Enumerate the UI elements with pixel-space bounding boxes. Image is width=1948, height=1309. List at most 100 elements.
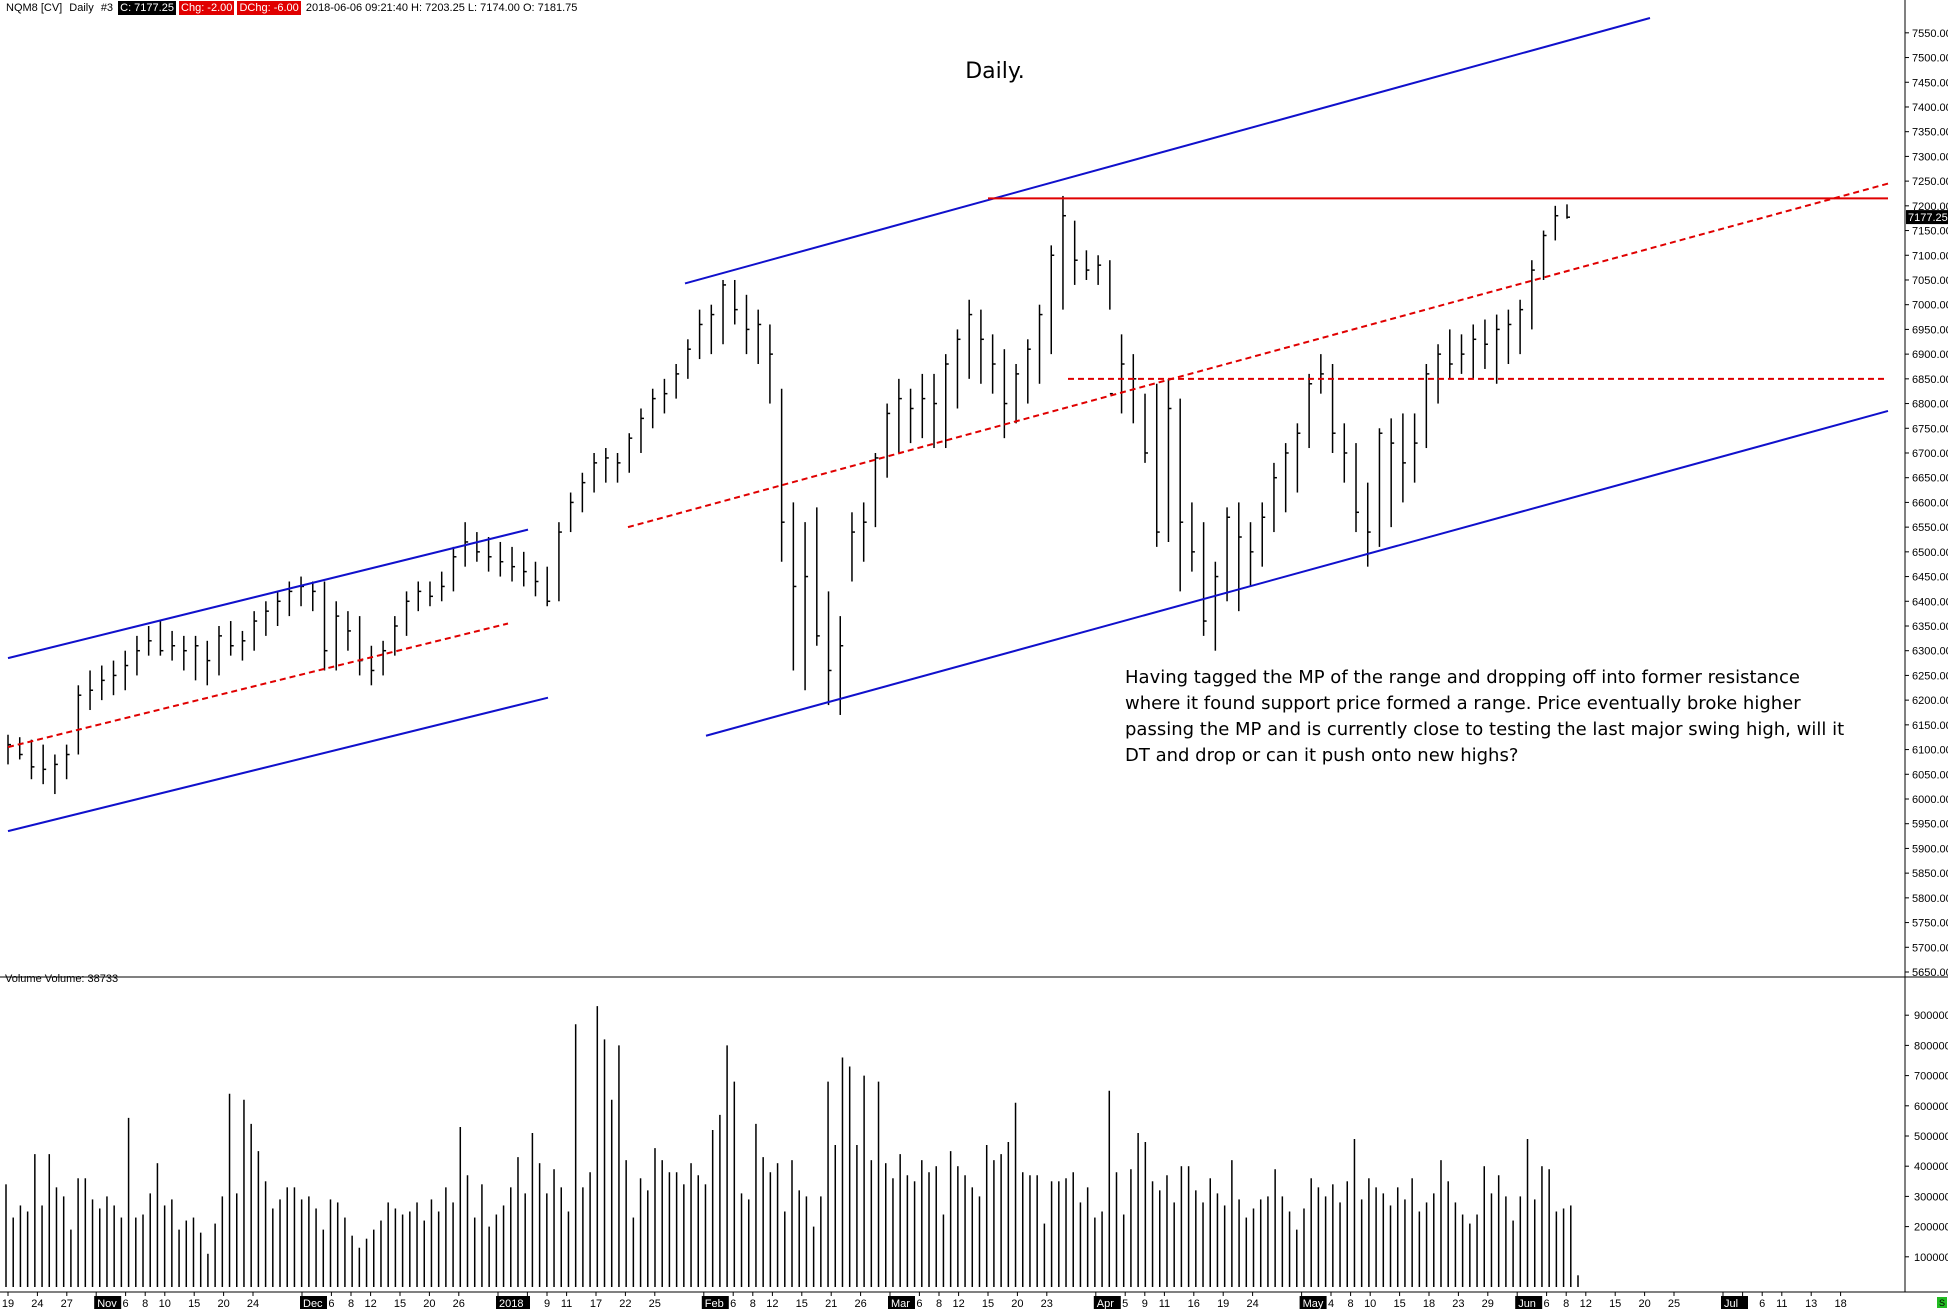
price-bar <box>1519 299 1524 355</box>
annotation-line: DT and drop or can it push onto new high… <box>1125 745 1518 766</box>
price-axis-label: 6300.00 <box>1912 646 1948 658</box>
price-bar <box>101 665 105 701</box>
price-axis-label: 7250.00 <box>1912 176 1948 188</box>
date-axis-label: Jun <box>1518 1298 1536 1309</box>
date-axis-label: 13 <box>1805 1298 1817 1309</box>
price-bar <box>956 329 961 409</box>
date-axis-label: 19 <box>2 1298 14 1309</box>
date-axis-label: 15 <box>1393 1298 1405 1309</box>
price-axis-label: 7550.00 <box>1912 28 1948 40</box>
price-axis-label: 6150.00 <box>1912 720 1948 732</box>
price-axis-label: 7500.00 <box>1912 53 1948 65</box>
price-axis-label: 7300.00 <box>1912 151 1948 163</box>
chart-header: NQM8 [CV] Daily #3 C: 7177.25 Chg: -2.00… <box>4 1 579 15</box>
price-bar <box>651 388 656 429</box>
date-axis-label: 25 <box>1668 1298 1680 1309</box>
price-bar <box>1038 304 1043 384</box>
date-axis-label: 11 <box>1159 1298 1170 1309</box>
left-lower-channel-line <box>7 696 549 833</box>
date-axis-month-box <box>300 1296 327 1309</box>
date-axis: 19 24 27 Nov 6 8 10 15 20 24 Dec 6 8 12 15 20 26 2018 5 9 11… <box>2 1292 1947 1309</box>
price-bar <box>1460 334 1465 374</box>
price-bar <box>77 685 82 755</box>
price-bar <box>183 635 187 671</box>
price-axis-label: 5850.00 <box>1912 868 1948 880</box>
price-bar <box>1531 260 1535 330</box>
price-bar <box>276 591 281 626</box>
price-axis-label: 6200.00 <box>1912 695 1948 707</box>
price-bar <box>909 388 914 444</box>
date-axis-month-box <box>888 1296 915 1309</box>
price-axis-label: 6250.00 <box>1912 670 1948 682</box>
price-bar <box>171 630 176 661</box>
date-axis-month-box <box>496 1296 530 1309</box>
price-axis-label: 7050.00 <box>1912 275 1948 287</box>
date-axis-label: Mar <box>891 1298 910 1309</box>
price-bar <box>288 581 293 617</box>
price-bar <box>1120 334 1125 414</box>
date-axis-label: 26 <box>453 1298 465 1309</box>
volume-axis-label: 600000 <box>1914 1101 1948 1113</box>
date-axis-label: 12 <box>766 1298 778 1309</box>
price-bar <box>898 378 902 453</box>
price-bar <box>124 650 129 691</box>
price-bar <box>1308 373 1313 449</box>
date-axis-label: 18 <box>1423 1298 1435 1309</box>
date-axis-label: 6 <box>328 1298 334 1309</box>
volume-panel-title: Volume Volume: 38733 <box>5 973 118 985</box>
date-axis-month-box <box>94 1296 122 1309</box>
price-bar <box>476 532 480 562</box>
volume-axis-label: 500000 <box>1914 1131 1948 1143</box>
price-bar <box>780 388 785 562</box>
price-bar <box>1331 364 1336 453</box>
date-axis-label: 8 <box>936 1298 942 1309</box>
volume-axis-label: 900000 <box>1914 1010 1948 1022</box>
date-axis-label: 6 <box>730 1298 736 1309</box>
date-axis-label: 20 <box>1638 1298 1650 1309</box>
price-bar <box>206 640 211 686</box>
price-bar <box>734 279 738 325</box>
price-bar <box>1437 344 1442 404</box>
date-axis-label: 8 <box>142 1298 148 1309</box>
price-axis-label: 6450.00 <box>1912 572 1948 584</box>
price-bar <box>1226 507 1231 602</box>
daily-change-value-box: DChg: -6.00 <box>237 1 301 15</box>
volume-axis-label: 100000 <box>1914 1252 1948 1264</box>
date-axis-label: 10 <box>159 1298 171 1309</box>
price-bar <box>816 507 820 646</box>
status-indicator-label: S <box>1939 1298 1945 1308</box>
price-bar <box>1449 329 1453 379</box>
date-axis-label: 6 <box>123 1298 129 1309</box>
price-bar <box>429 581 433 607</box>
status-indicator <box>1937 1297 1947 1308</box>
last-price-tag <box>1906 210 1948 225</box>
date-axis-label: 19 <box>1217 1298 1229 1309</box>
price-bar <box>581 472 586 513</box>
price-bar <box>335 601 340 671</box>
price-bar <box>1355 443 1360 533</box>
annotation-line: where it found support price formed a ra… <box>1125 693 1801 714</box>
price-bar <box>1179 398 1184 592</box>
price-axis-label: 6850.00 <box>1912 374 1948 386</box>
price-axis-label: 6700.00 <box>1912 448 1948 460</box>
price-bar <box>1566 204 1570 219</box>
left-upper-channel-line <box>7 528 529 660</box>
annotation-line: Having tagged the MP of the range and dr… <box>1125 667 1800 688</box>
main-upper-channel-line <box>684 17 1651 285</box>
chart-title: Daily. <box>965 59 1025 84</box>
price-axis-label: 7400.00 <box>1912 102 1948 114</box>
price-bar <box>1249 522 1254 587</box>
price-bar <box>1167 378 1172 542</box>
price-axis-label: 6550.00 <box>1912 522 1948 534</box>
price-bar <box>933 373 938 449</box>
price-axis-label: 5800.00 <box>1912 893 1948 905</box>
close-value-box: C: 7177.25 <box>118 1 176 15</box>
date-axis-label: 21 <box>825 1298 837 1309</box>
date-axis-month-box <box>1299 1296 1327 1309</box>
price-bar <box>628 433 633 473</box>
price-bar <box>1273 462 1277 533</box>
price-axis-label: 7200.00 <box>1912 201 1948 213</box>
price-axis-label: 6000.00 <box>1912 794 1948 806</box>
price-bar <box>42 744 47 785</box>
